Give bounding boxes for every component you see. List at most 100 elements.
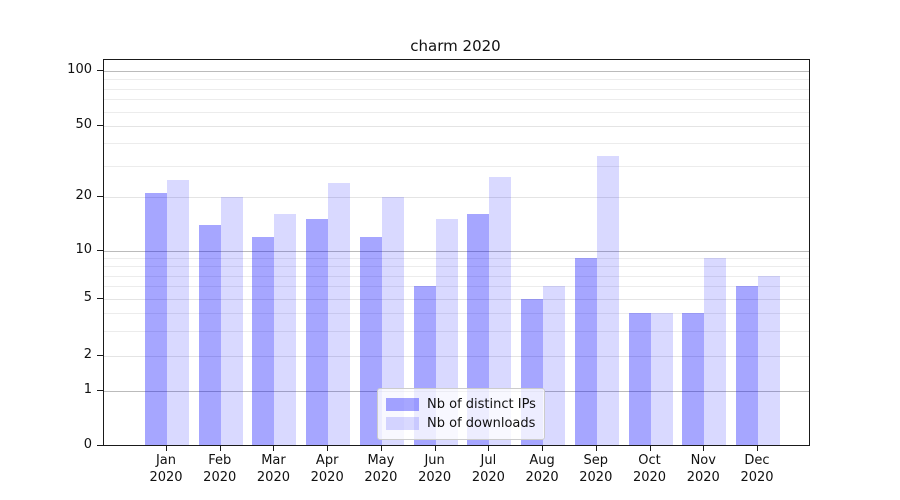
bar-ips-dec: [735, 286, 758, 445]
x-tick-label-apr: Apr 2020: [295, 452, 359, 486]
x-tick-month: Jul: [480, 453, 497, 468]
bar-ips-mar: [252, 236, 275, 445]
bar-ips-jan: [145, 193, 167, 445]
x-tick-label-aug: Aug 2020: [510, 452, 574, 486]
y-tick-mark-20: [97, 196, 103, 197]
x-tick-year: 2020: [418, 470, 452, 485]
minor-gridline-80: [104, 88, 809, 90]
bar-downloads-feb: [220, 197, 243, 445]
minor-gridline-70: [104, 99, 809, 101]
gridline-50: [104, 126, 809, 127]
gridline-20: [104, 197, 809, 198]
x-tick-month: Apr: [315, 453, 339, 468]
y-tick-label-0: 0: [83, 437, 92, 452]
x-tick-month: Aug: [529, 453, 555, 468]
minor-gridline-7: [104, 275, 809, 277]
legend-label-distinct-ips: Nb of distinct IPs: [427, 397, 536, 412]
bar-ips-apr: [306, 219, 329, 445]
x-tick-month: Jun: [424, 453, 445, 468]
y-tick-mark-10: [97, 250, 103, 251]
minor-gridline-8: [104, 266, 809, 268]
x-tick-month: May: [367, 453, 395, 468]
y-tick-mark-100: [97, 70, 103, 71]
x-tick-mark-jun: [434, 445, 436, 451]
x-tick-month: Nov: [690, 453, 716, 468]
x-tick-mark-oct: [649, 445, 651, 451]
legend-swatch-distinct-ips: [386, 398, 419, 411]
y-tick-label-100: 100: [67, 62, 92, 77]
minor-gridline-3: [104, 330, 809, 332]
minor-gridline-40: [104, 143, 809, 145]
minor-gridline-6: [104, 286, 809, 288]
x-tick-mark-mar: [273, 445, 275, 451]
x-tick-mark-nov: [703, 445, 705, 451]
plot-area: Nb of distinct IPs Nb of downloads: [103, 59, 810, 446]
x-tick-year: 2020: [364, 470, 398, 485]
x-tick-label-may: May 2020: [349, 452, 413, 486]
x-tick-year: 2020: [632, 470, 667, 485]
gridline-100: [104, 71, 809, 72]
x-tick-label-feb: Feb 2020: [188, 452, 252, 486]
y-tick-label-2: 2: [83, 347, 92, 362]
chart-title: charm 2020: [410, 37, 501, 55]
bar-downloads-mar: [274, 214, 297, 445]
x-tick-year: 2020: [525, 470, 559, 485]
y-tick-mark-50: [97, 125, 103, 126]
bar-downloads-jul: [489, 176, 512, 445]
minor-gridline-60: [104, 111, 809, 113]
minor-gridline-4: [104, 312, 809, 314]
y-tick-label-20: 20: [75, 188, 92, 203]
gridline-10: [104, 251, 809, 252]
x-tick-label-sep: Sep 2020: [564, 452, 628, 486]
bar-downloads-sep: [596, 155, 619, 445]
bar-downloads-may: [381, 197, 404, 445]
minor-gridline-30: [104, 165, 809, 167]
bar-ips-may: [359, 236, 382, 445]
legend-swatch-downloads: [386, 417, 419, 430]
x-tick-month: Oct: [638, 453, 661, 468]
y-tick-mark-0: [97, 445, 103, 446]
x-tick-label-oct: Oct 2020: [618, 452, 682, 486]
x-tick-label-jun: Jun 2020: [403, 452, 467, 486]
x-tick-month: Dec: [744, 453, 770, 468]
y-tick-label-50: 50: [75, 117, 92, 132]
gridline-2: [104, 356, 809, 357]
bar-downloads-oct: [650, 312, 673, 445]
x-tick-label-jul: Jul 2020: [456, 452, 520, 486]
bar-downloads-dec: [757, 275, 780, 445]
x-tick-label-nov: Nov 2020: [671, 452, 735, 486]
x-tick-year: 2020: [149, 470, 183, 485]
y-tick-mark-2: [97, 355, 103, 356]
gridline-5: [104, 299, 809, 300]
bar-downloads-nov: [704, 258, 727, 445]
bar-downloads-apr: [328, 182, 351, 445]
minor-gridline-9: [104, 258, 809, 260]
bar-downloads-jan: [167, 179, 189, 445]
bar-ips-nov: [682, 312, 705, 445]
x-tick-mark-feb: [219, 445, 221, 451]
bar-ips-feb: [198, 224, 221, 445]
legend-item-distinct-ips: Nb of distinct IPs: [386, 395, 536, 414]
x-tick-mark-dec: [756, 445, 758, 451]
minor-gridline-90: [104, 79, 809, 81]
x-tick-mark-apr: [327, 445, 329, 451]
x-tick-label-dec: Dec 2020: [725, 452, 789, 486]
x-tick-year: 2020: [686, 470, 720, 485]
bar-downloads-aug: [543, 286, 566, 445]
x-tick-month: Feb: [208, 453, 232, 468]
legend-label-downloads: Nb of downloads: [427, 416, 536, 431]
x-tick-year: 2020: [203, 470, 237, 485]
y-tick-mark-5: [97, 298, 103, 299]
x-tick-month: Mar: [261, 453, 286, 468]
y-tick-mark-1: [97, 390, 103, 391]
bar-ips-sep: [574, 258, 597, 445]
x-tick-year: 2020: [579, 470, 613, 485]
x-tick-mark-aug: [542, 445, 544, 451]
x-tick-year: 2020: [740, 470, 774, 485]
legend-item-downloads: Nb of downloads: [386, 414, 536, 433]
bar-ips-jul: [467, 214, 490, 445]
y-tick-label-1: 1: [83, 382, 92, 397]
x-tick-label-jan: Jan 2020: [134, 452, 198, 486]
x-tick-month: Sep: [583, 453, 609, 468]
